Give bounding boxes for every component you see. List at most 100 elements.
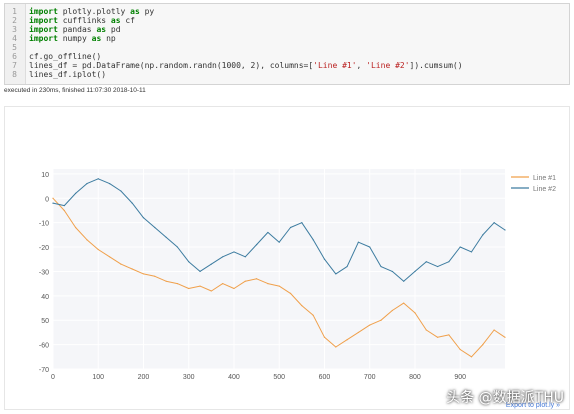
x-tick-label: 400 bbox=[228, 374, 240, 381]
code-token: as bbox=[96, 25, 107, 34]
series-2-point bbox=[233, 251, 235, 253]
code-token: 'Line #2' bbox=[366, 61, 410, 70]
series-2-point bbox=[493, 222, 495, 224]
series-2-point bbox=[482, 234, 484, 236]
series-2-point bbox=[142, 217, 145, 219]
code-line bbox=[29, 43, 565, 52]
series-1-point bbox=[97, 248, 99, 251]
code-token: pd bbox=[106, 25, 121, 34]
code-token: pandas bbox=[57, 25, 97, 34]
code-editor[interactable]: import plotly.plotly as py import cufflin… bbox=[29, 7, 565, 79]
series-2-point bbox=[256, 244, 258, 246]
x-tick-label: 700 bbox=[364, 374, 376, 381]
series-1-point bbox=[233, 287, 235, 290]
series-2-point bbox=[403, 280, 405, 282]
y-tick-label: 50 bbox=[41, 318, 49, 325]
code-token: import bbox=[29, 25, 58, 34]
code-line: import cufflinks as cf bbox=[29, 16, 565, 25]
series-1-point bbox=[301, 304, 303, 307]
series-1-point bbox=[256, 278, 258, 280]
series-1-point bbox=[131, 268, 133, 270]
code-token: ]).cumsum() bbox=[409, 61, 463, 70]
series-2-point bbox=[301, 222, 303, 224]
code-token: lines_df.iplot() bbox=[29, 70, 107, 79]
y-tick-label: 40 bbox=[41, 294, 49, 301]
series-2-point bbox=[120, 190, 122, 192]
series-2-point bbox=[335, 273, 337, 275]
series-2-point bbox=[188, 261, 190, 263]
execution-status: executed in 230ms, finished 11:07:30 201… bbox=[4, 87, 146, 94]
watermark: 头条 @数据派THU bbox=[446, 390, 564, 406]
series-1-point bbox=[278, 285, 280, 287]
series-1-point bbox=[210, 290, 212, 292]
series-2-point bbox=[414, 270, 416, 273]
x-tick-label: 600 bbox=[319, 374, 331, 381]
series-1-point bbox=[380, 319, 382, 321]
series-2-point bbox=[199, 270, 201, 273]
x-tick-label: 900 bbox=[454, 374, 466, 381]
code-token: import bbox=[29, 34, 58, 43]
series-1-point bbox=[188, 287, 190, 290]
code-token: numpy bbox=[57, 34, 92, 43]
series-2-point bbox=[52, 202, 54, 204]
series-2-point bbox=[75, 192, 77, 194]
line-number: 1 bbox=[12, 7, 17, 16]
series-1-point bbox=[448, 334, 450, 336]
line-number: 3 bbox=[12, 25, 17, 34]
series-2-point bbox=[278, 241, 280, 243]
y-tick-label: -10 bbox=[39, 221, 49, 228]
export-link[interactable]: Export to plot.ly » bbox=[505, 402, 560, 409]
y-tick-label: -60 bbox=[39, 343, 49, 350]
line-number: 5 bbox=[12, 43, 17, 52]
series-1-point bbox=[391, 309, 393, 312]
series-2-point bbox=[108, 183, 111, 185]
x-tick-label: 300 bbox=[183, 374, 195, 381]
series-2-point bbox=[267, 231, 269, 234]
series-1-point bbox=[63, 209, 65, 212]
series-2-point bbox=[380, 265, 382, 268]
series-1-point bbox=[312, 314, 314, 316]
line-number: 8 bbox=[12, 70, 17, 79]
series-1-point bbox=[154, 275, 156, 277]
series-1-point bbox=[357, 331, 360, 334]
series-1-point bbox=[504, 336, 506, 338]
code-token: import bbox=[29, 7, 58, 16]
x-tick-label: 0 bbox=[51, 374, 55, 381]
code-line: import numpy as np bbox=[29, 34, 565, 43]
series-1-point bbox=[165, 280, 167, 282]
series-2-point bbox=[222, 256, 224, 258]
series-1-point bbox=[470, 356, 473, 358]
series-1-point bbox=[267, 283, 269, 285]
code-line: cf.go_offline() bbox=[29, 52, 565, 61]
series-2-point bbox=[504, 229, 506, 231]
series-1-point bbox=[459, 348, 461, 351]
series-2-point bbox=[346, 265, 348, 268]
code-line: lines_df = pd.DataFrame(np.random.randn(… bbox=[29, 61, 565, 70]
series-1-point bbox=[244, 280, 246, 282]
code-token: as bbox=[110, 16, 121, 25]
line-number: 7 bbox=[12, 61, 17, 70]
legend-label: Line #2 bbox=[533, 186, 556, 193]
series-1-point bbox=[323, 336, 326, 338]
series-1-point bbox=[222, 283, 224, 285]
code-token: as bbox=[130, 7, 140, 16]
code-token: , bbox=[356, 61, 367, 70]
series-2-point bbox=[459, 246, 461, 248]
series-2-point bbox=[210, 263, 212, 265]
code-token: cf.go_offline() bbox=[29, 52, 102, 61]
series-1-point bbox=[75, 226, 77, 229]
series-1-point bbox=[482, 344, 484, 346]
series-2-point bbox=[391, 270, 393, 273]
series-2-point bbox=[154, 226, 156, 229]
series-2-point bbox=[470, 251, 473, 253]
code-line: import plotly.plotly as py bbox=[29, 7, 565, 16]
plot-output[interactable]: 10 0 -10 -20 -30 40 50 -60 -70 0 100 200 300 400 500 60… bbox=[4, 106, 570, 410]
series-2-point bbox=[289, 226, 292, 229]
code-token: lines_df = pd.DataFrame(np.random.randn(… bbox=[29, 61, 314, 70]
series-2-point bbox=[436, 265, 439, 268]
series-1-point bbox=[120, 263, 122, 265]
code-token: cf bbox=[120, 16, 135, 25]
